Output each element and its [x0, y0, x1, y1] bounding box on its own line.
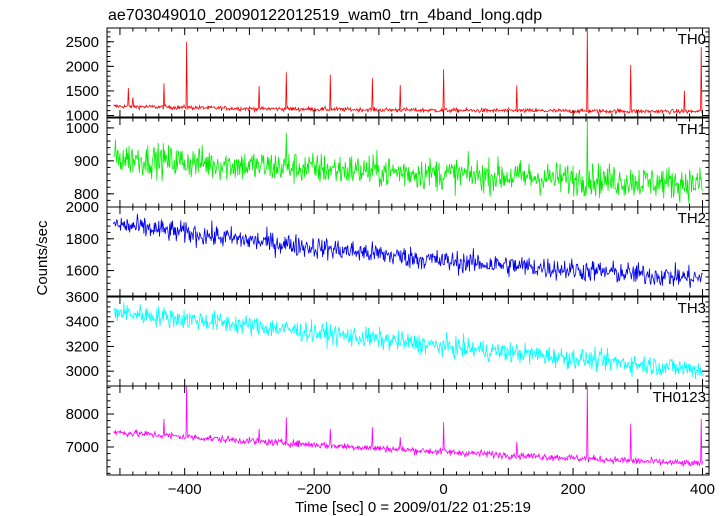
- y-tick-label: 3200: [66, 338, 99, 355]
- x-tick-label: 0: [439, 481, 447, 498]
- y-tick-label: 900: [74, 153, 99, 170]
- y-tick-label: 2500: [66, 34, 99, 51]
- x-tick-label: −200: [297, 481, 331, 498]
- panel-label: TH0123: [653, 389, 706, 406]
- chart-title: ae703049010_20090122012519_wam0_trn_4ban…: [108, 7, 542, 24]
- y-tick-label: 3000: [66, 363, 99, 380]
- y-tick-label: 1600: [66, 263, 99, 280]
- series-line-th3: [113, 302, 703, 380]
- panel-th0123: 7000 8000 TH0123: [66, 385, 710, 476]
- panel-label: TH2: [678, 210, 706, 227]
- panel-th1: 800 900 1000 TH1: [66, 117, 710, 208]
- panels: 1000 1500 2000 2500 TH0 800 900 1000 TH1 1600 1800…: [66, 27, 710, 476]
- panel-label: TH1: [678, 121, 706, 138]
- y-tick-label: 1800: [66, 231, 99, 248]
- series-line-th1: [113, 118, 703, 204]
- panel-label: TH0: [678, 31, 706, 48]
- y-tick-label: 1500: [66, 83, 99, 100]
- x-tick-label: 400: [690, 481, 715, 498]
- panel-th3: 3000 3200 3400 3600 TH3: [66, 289, 710, 387]
- y-tick-label: 7000: [66, 439, 99, 456]
- y-tick-label: 3600: [66, 289, 99, 306]
- y-axis-label: Counts/sec: [34, 220, 51, 296]
- panel-frame: [106, 27, 710, 118]
- x-tick-label: 200: [561, 481, 586, 498]
- y-tick-label: 2000: [66, 58, 99, 75]
- y-tick-label: 1000: [66, 120, 99, 137]
- y-tick-label: 3400: [66, 314, 99, 331]
- x-axis-ticks: −400 −200 0 200 400: [168, 481, 715, 498]
- y-tick-label: 8000: [66, 406, 99, 423]
- y-tick-label: 2000: [66, 199, 99, 216]
- panel-frame: [106, 206, 710, 297]
- panel-frame: [106, 385, 710, 476]
- panel-th2: 1600 1800 2000 TH2: [66, 199, 710, 297]
- series-line-th0: [113, 28, 703, 115]
- x-axis-label: Time [sec] 0 = 2009/01/22 01:25:19: [295, 499, 531, 516]
- panel-th0: 1000 1500 2000 2500 TH0: [66, 27, 710, 125]
- y-tick-label: 800: [74, 186, 99, 203]
- panel-label: TH3: [678, 300, 706, 317]
- series-line-th0123: [113, 386, 703, 468]
- series-line-th2: [113, 213, 703, 289]
- y-tick-label: 1000: [66, 108, 99, 125]
- x-tick-label: −400: [168, 481, 202, 498]
